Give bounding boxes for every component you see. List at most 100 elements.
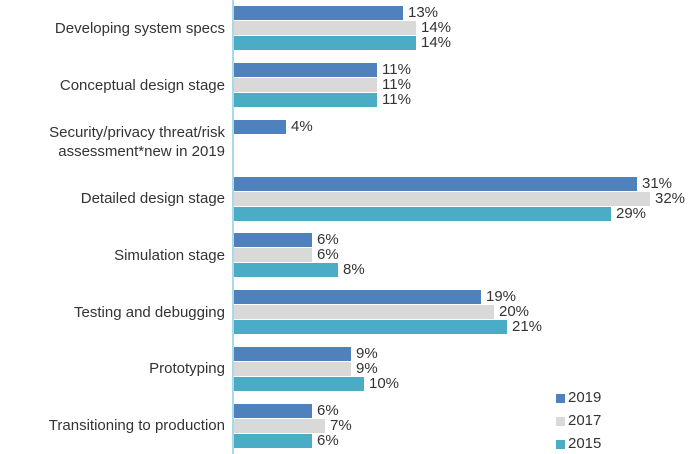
category-label: Detailed design stage xyxy=(80,190,225,208)
bar-line-2017: 32% xyxy=(234,189,700,207)
bar-line-2015: 29% xyxy=(234,204,700,222)
value-label: 9% xyxy=(356,344,378,362)
chart-row: Testing and debugging 19% 20% 21% xyxy=(0,283,700,341)
bar-line-2019: 19% xyxy=(234,288,700,306)
legend-label: 2019 xyxy=(568,389,602,406)
plot-area: 11% 11% 11% xyxy=(232,56,700,114)
value-label: 14% xyxy=(421,34,452,52)
legend-item-2017: 2017 xyxy=(556,413,601,429)
chart-row: Simulation stage 6% 6% 8% xyxy=(0,227,700,284)
legend-swatch xyxy=(556,416,565,426)
bar-2017 xyxy=(234,21,416,36)
plot-area: 4% xyxy=(232,113,700,171)
bar-2017 xyxy=(234,418,325,433)
legend-item-2019: 2019 xyxy=(556,390,601,406)
chart-row: Transitioning to production 6% 7% 6% xyxy=(0,397,700,454)
bar-2017 xyxy=(234,361,351,376)
value-label: 6% xyxy=(317,431,339,449)
category-label: Conceptual design stage xyxy=(59,76,225,94)
chart-row: Security/privacy threat/risk assessment*… xyxy=(0,113,700,171)
legend-swatch xyxy=(556,439,565,449)
value-label: 11% xyxy=(382,61,411,79)
bar-2015 xyxy=(234,320,507,335)
bar-line-2015: 21% xyxy=(234,318,700,336)
bar-group: 19% 20% 21% xyxy=(234,288,700,336)
value-label: 29% xyxy=(616,204,647,222)
bar-line-2019: 9% xyxy=(234,344,700,362)
chart-row: Conceptual design stage 11% 11% 11% xyxy=(0,56,700,114)
bar-2015 xyxy=(234,93,377,108)
bar-line-2017: 14% xyxy=(234,19,700,37)
bar-2019 xyxy=(234,346,351,361)
bar-line-2019: 6% xyxy=(234,231,700,249)
value-label: 7% xyxy=(330,416,352,434)
category-label: Developing system specs xyxy=(54,19,225,37)
legend-item-2015: 2015 xyxy=(556,436,601,452)
chart-row: Prototyping 9% 9% 10% xyxy=(0,340,700,398)
bar-2019 xyxy=(234,119,286,134)
legend-label: 2015 xyxy=(568,435,602,452)
bar-2015 xyxy=(234,36,416,51)
category-label: Simulation stage xyxy=(114,246,225,264)
value-label: 6% xyxy=(317,246,339,264)
bar-2017 xyxy=(234,248,312,263)
chart-row: Developing system specs 13% 14% 14% xyxy=(0,0,700,57)
bar-2017 xyxy=(234,305,494,320)
category-label: Security/privacy threat/risk assessment*… xyxy=(49,123,225,160)
value-label: 32% xyxy=(655,189,686,207)
category-label: Testing and debugging xyxy=(74,303,225,321)
bar-2015 xyxy=(234,376,364,391)
value-label: 13% xyxy=(408,4,439,22)
value-label: 6% xyxy=(317,401,339,419)
value-label: 9% xyxy=(356,359,378,377)
plot-area: 6% 6% 8% xyxy=(232,227,700,284)
bar-2019 xyxy=(234,63,377,78)
bar-line-2019: 11% xyxy=(234,61,700,79)
bar-line-2019: 6% xyxy=(234,401,700,419)
category-label: Transitioning to production xyxy=(48,417,225,435)
plot-area: 19% 20% 21% xyxy=(232,283,700,341)
chart-row: Detailed design stage 31% 32% 29% xyxy=(0,170,700,227)
value-label: 8% xyxy=(343,261,365,279)
value-label: 20% xyxy=(499,303,530,321)
bar-2015 xyxy=(234,263,338,278)
value-label: 11% xyxy=(382,91,411,109)
bar-line-2015: 14% xyxy=(234,34,700,52)
bar-2019 xyxy=(234,403,312,418)
value-label: 14% xyxy=(421,19,452,37)
value-label: 10% xyxy=(369,374,400,392)
bar-2019 xyxy=(234,6,403,21)
bar-2015 xyxy=(234,433,312,448)
plot-area: 9% 9% 10% xyxy=(232,340,700,398)
bar-2019 xyxy=(234,176,637,191)
value-label: 19% xyxy=(486,288,517,306)
value-label: 31% xyxy=(642,174,673,192)
bar-line-2017: 7% xyxy=(234,416,700,434)
bar-line-2017: 20% xyxy=(234,303,700,321)
value-label: 11% xyxy=(382,76,411,94)
bar-2017 xyxy=(234,191,650,206)
bar-line-2015: 8% xyxy=(234,261,700,279)
chart-legend: 2019 2017 2015 xyxy=(556,390,601,452)
value-label: 4% xyxy=(291,117,313,135)
bar-line-2019: 13% xyxy=(234,4,700,22)
bar-line-2017: 6% xyxy=(234,246,700,264)
bar-group: 11% 11% 11% xyxy=(234,61,700,109)
bar-group: 31% 32% 29% xyxy=(234,174,700,222)
bar-2019 xyxy=(234,290,481,305)
bar-group: 13% 14% 14% xyxy=(234,4,700,52)
bar-2019 xyxy=(234,233,312,248)
bar-line-2015: 11% xyxy=(234,91,700,109)
bar-line-2017: 9% xyxy=(234,359,700,377)
bar-line-2019: 4% xyxy=(234,117,700,135)
plot-area: 13% 14% 14% xyxy=(232,0,700,57)
value-label: 6% xyxy=(317,231,339,249)
plot-area: 6% 7% 6% xyxy=(232,397,700,454)
value-label: 21% xyxy=(512,318,543,336)
bar-group: 6% 7% 6% xyxy=(234,401,700,449)
legend-swatch xyxy=(556,393,565,403)
bar-group: 6% 6% 8% xyxy=(234,231,700,279)
bar-group: 4% xyxy=(234,117,700,164)
